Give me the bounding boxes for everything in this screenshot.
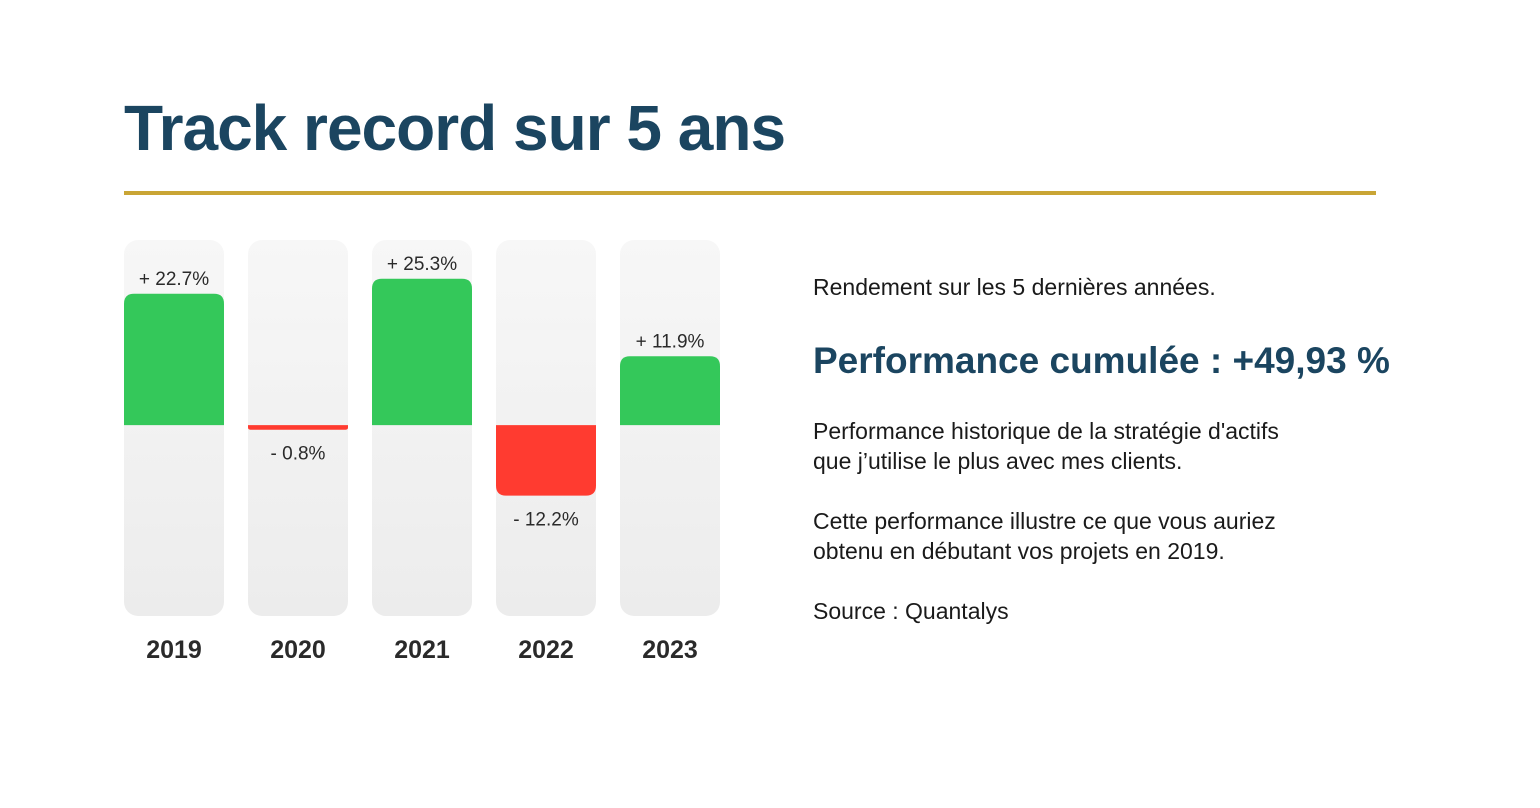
returns-chart-svg: + 22.7% 2019 - 0.8% 2020 + 25.3% 2021 - 12.2% 2…	[124, 240, 720, 664]
info-panel: Rendement sur les 5 dernières années. Pe…	[813, 272, 1513, 626]
bar-2022	[496, 425, 596, 496]
description-line-1: Performance historique de la stratégie d…	[813, 418, 1279, 444]
value-label-2021: + 25.3%	[387, 254, 457, 275]
value-label-2020: - 0.8%	[271, 444, 326, 465]
title-divider	[124, 191, 1376, 195]
source-text: Source : Quantalys	[813, 598, 1009, 624]
value-label-2022: - 12.2%	[513, 510, 579, 531]
year-label-2019: 2019	[146, 636, 202, 664]
illustration-line-1: Cette performance illustre ce que vous a…	[813, 508, 1276, 534]
bar-2023	[620, 356, 720, 426]
bar-2021	[372, 278, 472, 426]
bar-track-2023	[620, 240, 720, 616]
value-label-2019: + 22.7%	[139, 269, 209, 290]
cumulative-performance: Performance cumulée : +49,93 %	[813, 340, 1390, 381]
bar-2019	[124, 293, 224, 426]
page-title: Track record sur 5 ans	[124, 92, 786, 164]
value-label-2023: + 11.9%	[636, 331, 705, 352]
description-line-2: que j’utilise le plus avec mes clients.	[813, 448, 1183, 474]
illustration-line-2: obtenu en débutant vos projets en 2019.	[813, 538, 1225, 564]
intro-text: Rendement sur les 5 dernières années.	[813, 274, 1216, 300]
year-label-2020: 2020	[270, 636, 326, 664]
year-label-2021: 2021	[394, 636, 450, 664]
year-label-2023: 2023	[642, 636, 698, 664]
bar-2020	[248, 425, 348, 430]
year-label-2022: 2022	[518, 636, 574, 664]
returns-chart: + 22.7% 2019 - 0.8% 2020 + 25.3% 2021 - 12.2% 2…	[120, 236, 730, 676]
